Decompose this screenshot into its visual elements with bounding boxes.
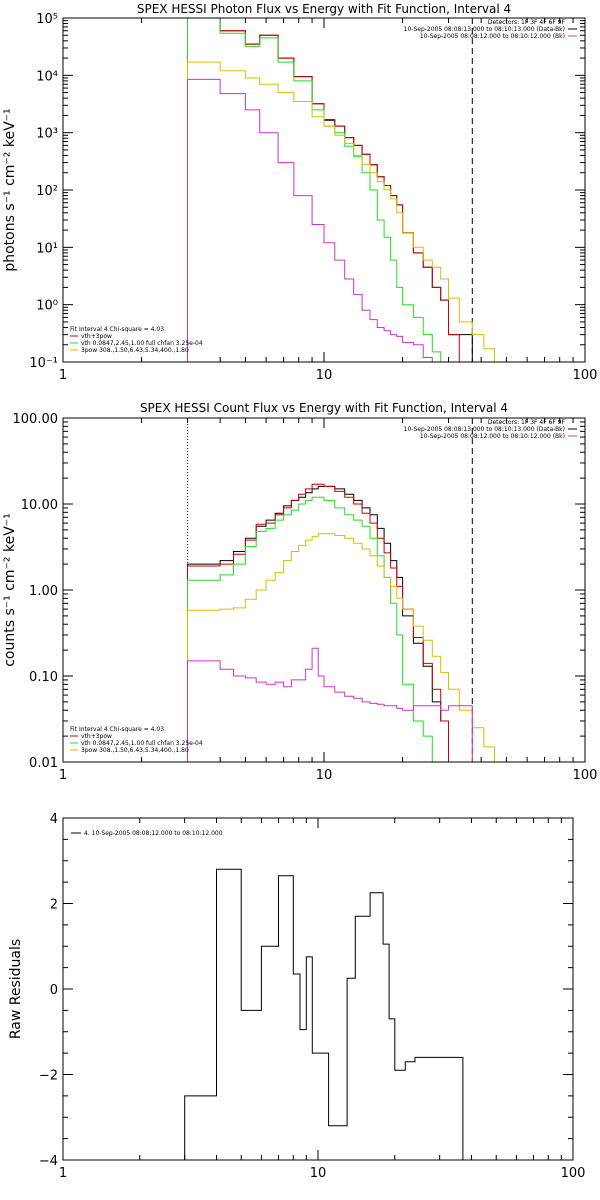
series-line-3pow (187, 61, 507, 362)
y-tick-label: 10² (36, 184, 58, 199)
legend-entry: 10-Sep-2005 08:08:12.000 to 08:10:12.000… (420, 33, 565, 40)
x-tick-label: 10 (316, 368, 333, 383)
series-line-data-bk (187, 18, 473, 362)
y-tick-label: 10⁵ (36, 12, 58, 27)
y-tick-label: 0.10 (29, 670, 58, 685)
legend-entry: Fit Interval 4 Chi-square = 4.03 (70, 326, 164, 333)
series-line-vth (187, 496, 433, 762)
x-tick-label: 100 (573, 368, 598, 383)
y-axis-label: photons s⁻¹ cm⁻² keV⁻¹ (2, 108, 18, 271)
y-tick-label: −4 (39, 1154, 58, 1169)
x-tick-label: 100 (573, 768, 598, 783)
series-line-3pow (187, 533, 531, 762)
y-tick-label: 0 (50, 983, 58, 998)
y-tick-label: 2 (50, 898, 58, 913)
y-tick-label: 10⁰ (36, 299, 58, 314)
legend-entry: vth+3pow (81, 733, 112, 740)
legend-entry: 10-Sep-2005 08:08:13.000 to 08:10:13.000… (404, 26, 565, 33)
x-tick-label: 1 (59, 1166, 67, 1181)
x-tick-label: 10 (310, 1166, 327, 1181)
chart-title: SPEX HESSI Count Flux vs Energy with Fit… (140, 401, 508, 415)
legend-entry: Detectors: 1F 3F 4F 6F 9F (488, 19, 566, 26)
y-tick-label: 10³ (36, 127, 58, 142)
series-line-bk (187, 647, 473, 762)
y-tick-label: 0.01 (29, 756, 58, 771)
y-axis-label: Raw Residuals (8, 939, 24, 1039)
plot-frame (62, 417, 586, 763)
series-line-vth-3pow (187, 18, 460, 362)
series-line-4-10-sep-2005-08-08-12-000-to-08-10-12-000 (184, 868, 464, 1160)
x-tick-label: 1 (59, 768, 67, 783)
x-tick-label: 1 (59, 368, 67, 383)
plot-frame (62, 817, 574, 1161)
legend-entry: vth 0.0847,2.45,1.00 full chfan 3.25e-04 (81, 740, 203, 747)
count-flux-chart: SPEX HESSI Count Flux vs Energy with Fit… (2, 401, 597, 783)
plot-frame (62, 17, 586, 363)
series-line-bk (187, 78, 460, 362)
residuals-chart: Raw Residuals 1 10 100 −4 −2 0 2 4 4. 10-Sep-2005… (8, 812, 585, 1181)
legend-entry: 3pow 308.,1.50,6.43,5.34,400.,1.80 (81, 347, 189, 354)
legend-entry: Detectors: 1F 3F 4F 6F 9F (488, 419, 566, 426)
y-tick-label: 10.00 (21, 498, 58, 513)
chart-title: SPEX HESSI Photon Flux vs Energy with Fi… (137, 2, 511, 16)
y-axis-label: counts s⁻¹ cm⁻² keV⁻¹ (2, 513, 18, 667)
y-tick-label: 10¹ (36, 241, 58, 256)
legend-entry: 10-Sep-2005 08:08:13.000 to 08:10:13.000… (404, 426, 565, 433)
series-line-data-bk (187, 485, 449, 762)
series-line-vth-3pow (187, 483, 449, 762)
y-tick-label: 1.00 (29, 584, 58, 599)
y-tick-label: 10⁻¹ (29, 356, 58, 371)
legend-entry: 3pow 308.,1.50,6.43,5.34,400.,1.80 (81, 747, 189, 754)
y-tick-label: −2 (39, 1069, 58, 1084)
legend-entry: 10-Sep-2005 08:08:12.000 to 08:10:12.000… (420, 433, 565, 440)
legend-entry: 4. 10-Sep-2005 08:08:12.000 to 08:10:12.… (84, 830, 223, 837)
legend-entry: Fit Interval 4 Chi-square = 4.03 (70, 726, 164, 733)
y-tick-label: 100.00 (13, 412, 59, 427)
legend-entry: vth 0.0847,2.45,1.00 full chfan 3.25e-04 (81, 340, 203, 347)
y-tick-label: 4 (50, 812, 58, 827)
series-line-vth (187, 18, 442, 362)
legend-entry: vth+3pow (81, 333, 112, 340)
y-tick-label: 10⁴ (36, 69, 58, 84)
photon-flux-chart: SPEX HESSI Photon Flux vs Energy with Fi… (2, 2, 597, 383)
x-tick-label: 100 (561, 1166, 586, 1181)
x-tick-label: 10 (316, 768, 333, 783)
